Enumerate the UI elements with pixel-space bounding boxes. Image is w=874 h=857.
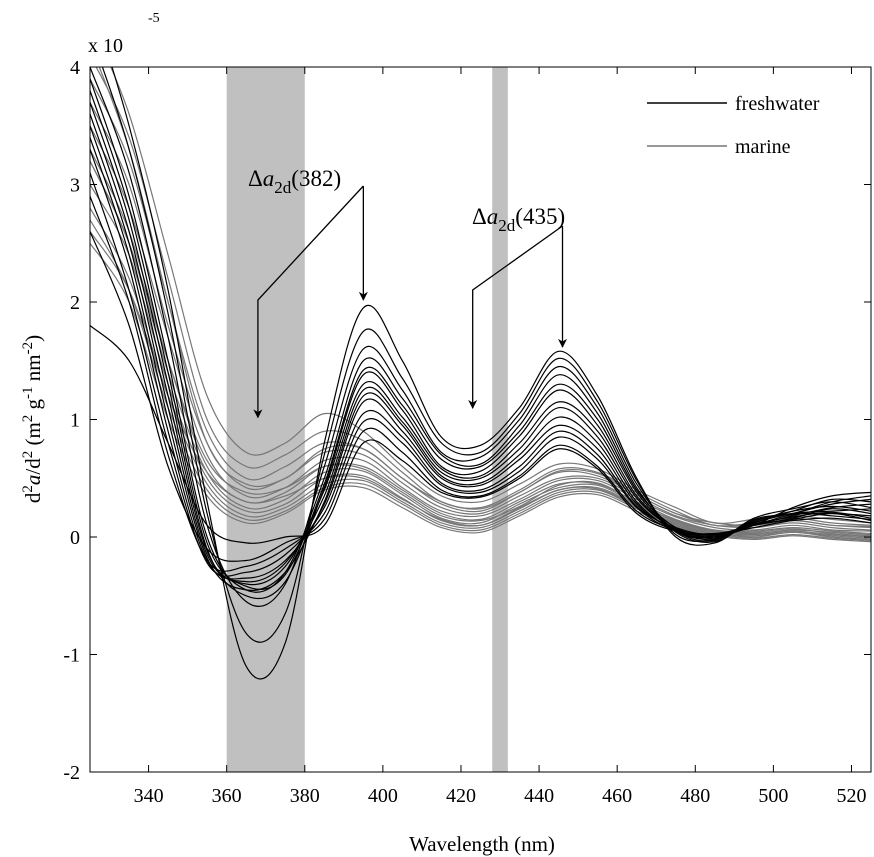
marine-spectrum-line xyxy=(90,231,871,539)
marine-spectrum-line xyxy=(110,67,871,524)
freshwater-spectrum-line xyxy=(90,78,871,593)
x-tick-label: 460 xyxy=(602,785,632,807)
marine-spectrum-line xyxy=(90,219,871,542)
y-tick-label: -2 xyxy=(63,762,80,784)
shaded-regions xyxy=(226,67,508,772)
marine-spectrum-line xyxy=(98,67,871,527)
x-tick-label: 440 xyxy=(524,785,554,807)
x-tick-label: 500 xyxy=(758,785,788,807)
y-tick-label: 4 xyxy=(70,57,80,79)
freshwater-spectrum-line xyxy=(90,325,871,544)
marine-spectrum-line xyxy=(90,78,871,529)
freshwater-spectrum-line xyxy=(111,67,871,680)
y-multiplier: x 10 xyxy=(88,35,123,57)
x-tick-label: 400 xyxy=(368,785,398,807)
y-tick-label: -1 xyxy=(63,645,80,667)
marine-legend-label: marine xyxy=(735,136,791,158)
marine-spectrum-line xyxy=(90,125,871,532)
x-tick-label: 360 xyxy=(212,785,242,807)
y-tick-label: 0 xyxy=(70,527,80,549)
freshwater-legend-label: freshwater xyxy=(735,93,820,115)
x-axis-label: Wavelength (nm) xyxy=(409,832,555,856)
x-tick-label: 480 xyxy=(680,785,710,807)
spectra-lines xyxy=(90,67,871,680)
freshwater-spectrum-line xyxy=(90,102,871,600)
x-tick-label: 340 xyxy=(134,785,164,807)
x-tick-label: 380 xyxy=(290,785,320,807)
annotation-arrow xyxy=(468,225,563,410)
freshwater-spectrum-line xyxy=(90,137,871,592)
y-tick-label: 2 xyxy=(70,292,80,314)
axis-ticks: 340 360 380 400 420 440 460 480 500 520 -2 -1 0 1 2 3 4 xyxy=(63,57,871,807)
y-multiplier-exponent: -5 xyxy=(148,11,160,26)
annotation-arrow xyxy=(253,185,364,419)
x-tick-label: 420 xyxy=(446,785,476,807)
y-axis-label: d2a/d2 (m2 g-1 nm-2) xyxy=(20,335,45,503)
freshwater-spectrum-line xyxy=(90,172,871,577)
x-tick-label: 520 xyxy=(836,785,866,807)
shaded-region xyxy=(226,67,305,772)
annotation-label: Δa2d(382) xyxy=(248,166,341,197)
y-tick-label: 3 xyxy=(70,175,80,197)
marine-spectrum-line xyxy=(90,160,871,536)
marine-spectrum-line xyxy=(90,207,871,540)
shaded-region xyxy=(492,67,508,772)
marine-spectrum-line xyxy=(90,184,871,538)
marine-spectrum-line xyxy=(90,102,871,531)
annotation-label: Δa2d(435) xyxy=(472,204,565,235)
legend: freshwater marine xyxy=(647,93,820,158)
y-tick-label: 1 xyxy=(70,410,80,432)
annotations: Δa2d(382) Δa2d(435) xyxy=(248,166,568,419)
